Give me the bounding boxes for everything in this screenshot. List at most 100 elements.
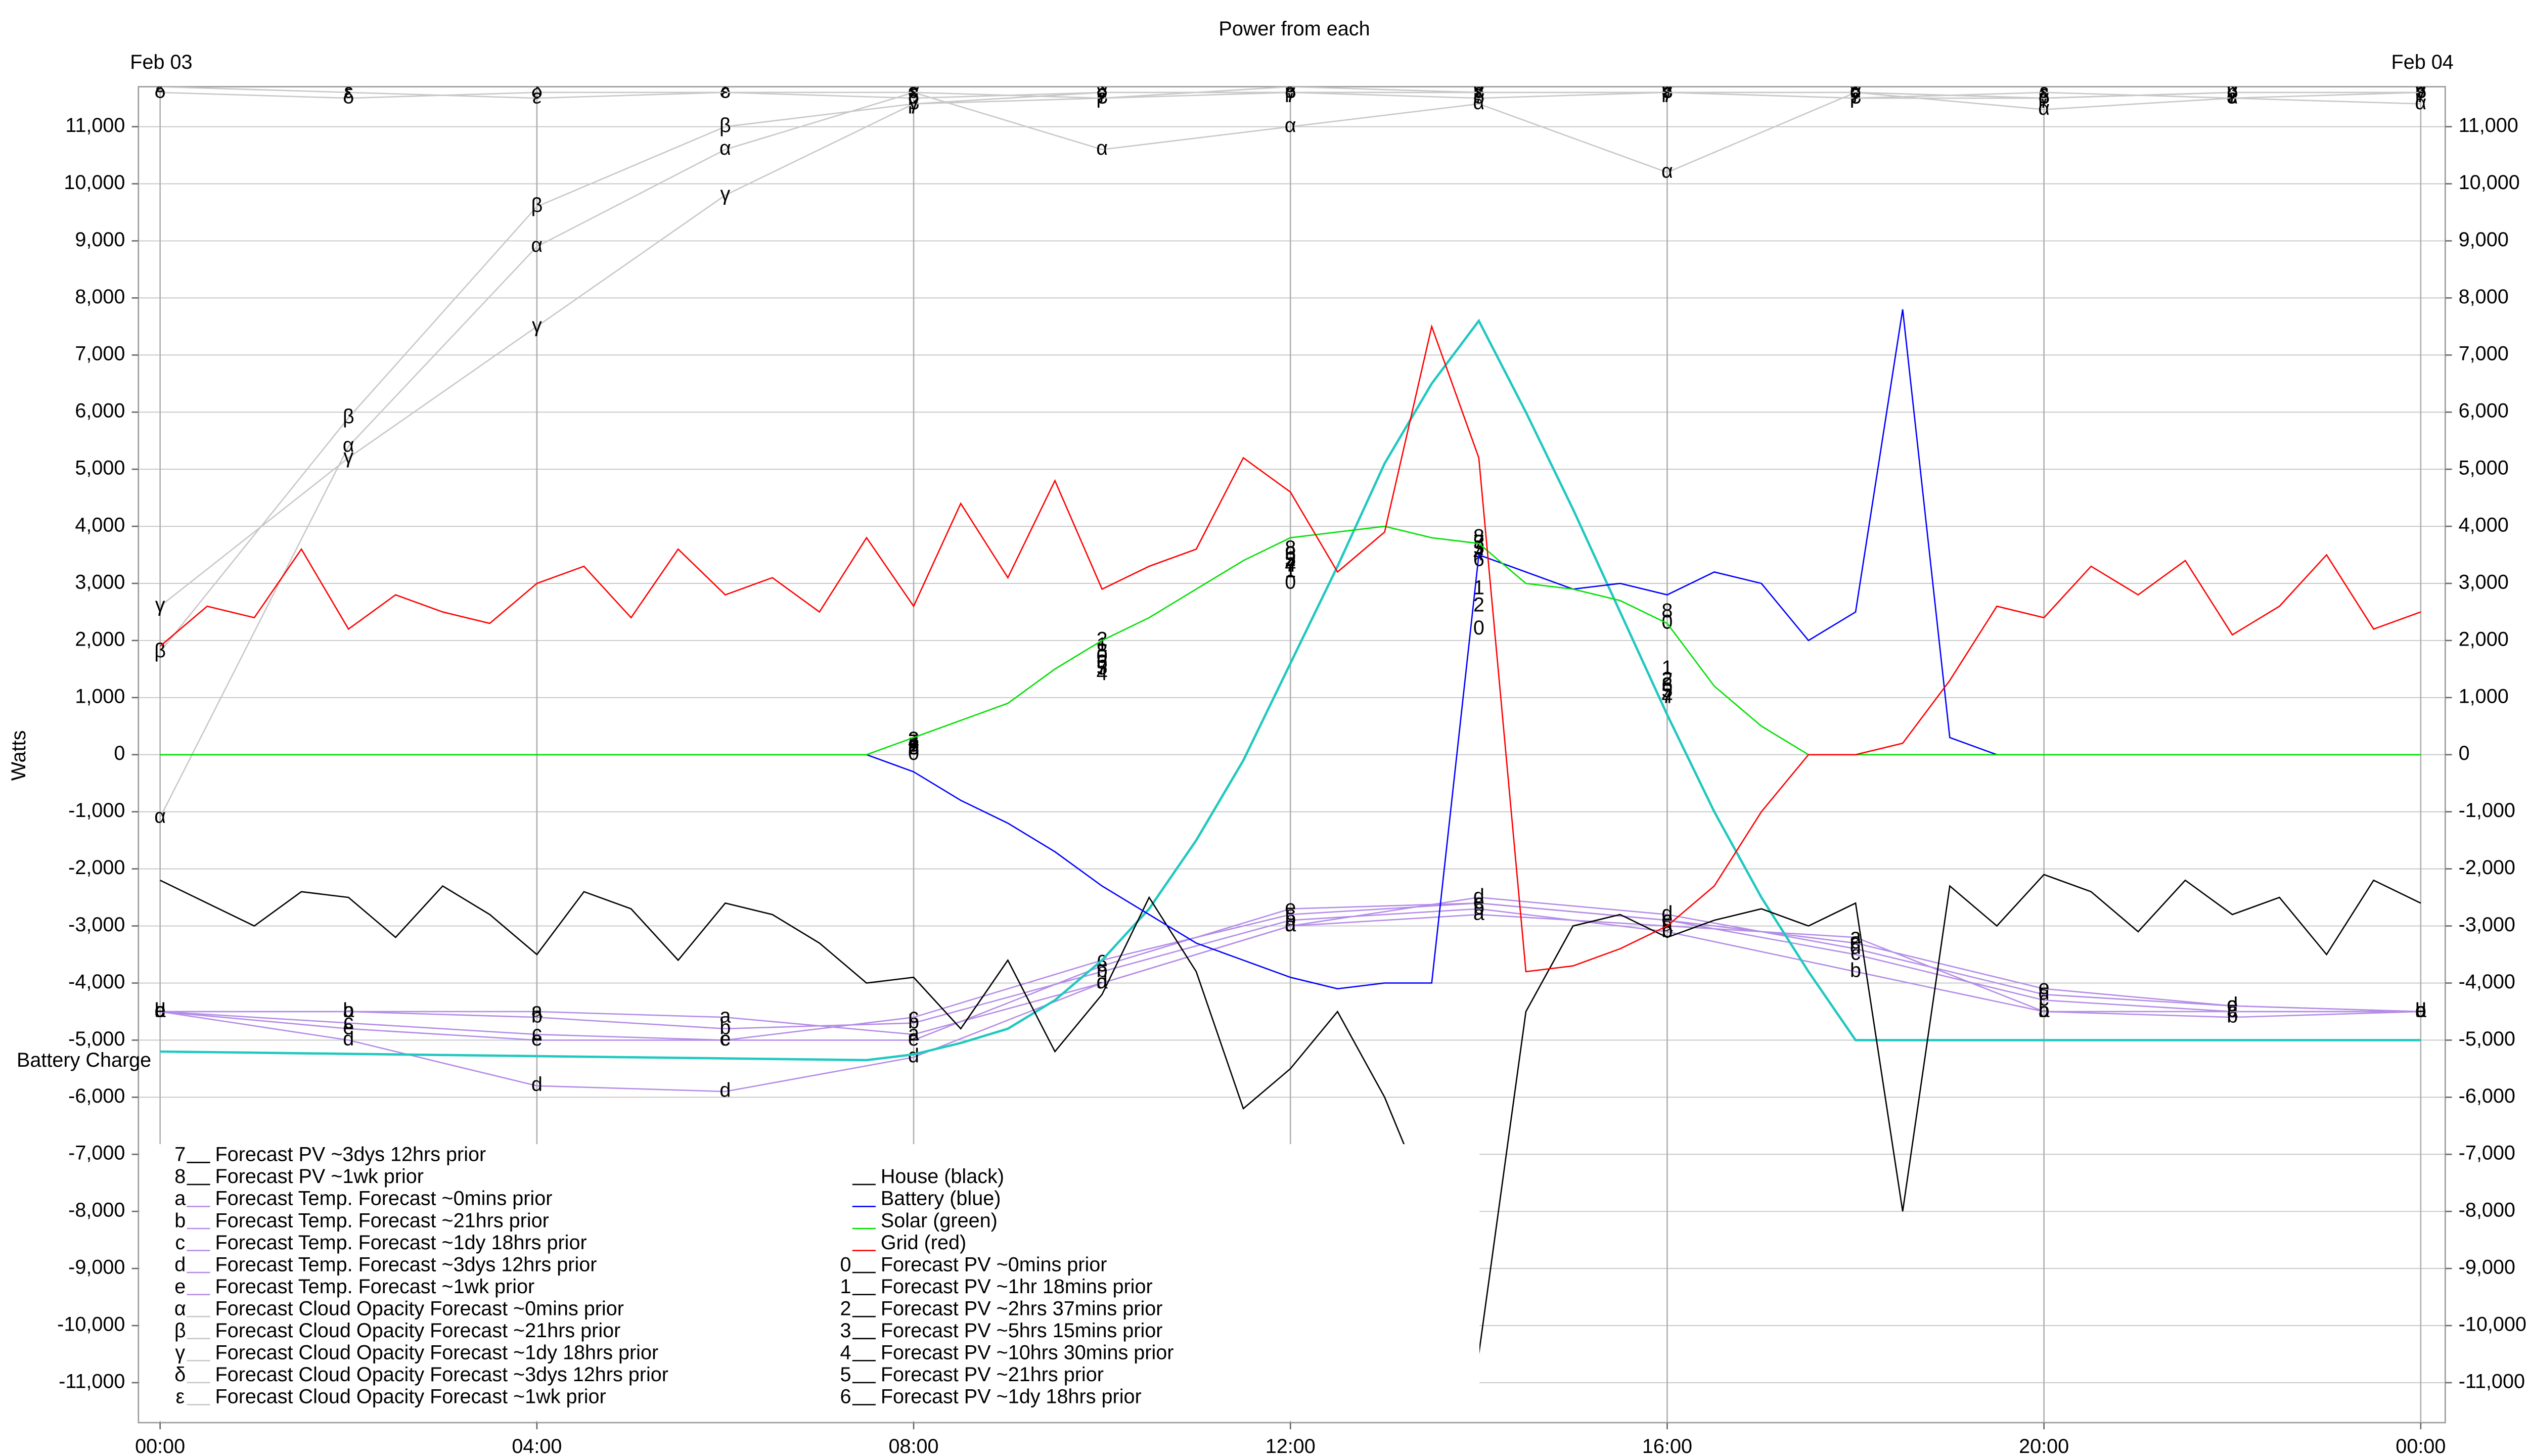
forecast-marker: d (2227, 993, 2238, 1016)
forecast-marker: 8 (1473, 525, 1484, 548)
legend-label: House (black) (881, 1165, 1004, 1188)
forecast-marker: β (154, 640, 166, 662)
forecast-marker: δ (719, 80, 731, 102)
forecast-marker: 8 (1285, 537, 1296, 559)
forecast-marker: 1 (1285, 560, 1296, 582)
y2-tick-label: 7,000 (2459, 343, 2509, 365)
forecast-marker: ε (909, 80, 918, 102)
forecast-marker: ε (2040, 80, 2049, 102)
forecast-line (160, 902, 2421, 1041)
forecast-line (159, 92, 2421, 818)
y2-tick-label: -11,000 (2459, 1370, 2525, 1392)
x-tick-label: 20:00 (2019, 1435, 2069, 1456)
y-tick-label: -1,000 (68, 799, 125, 822)
forecast-marker: b (1473, 896, 1484, 919)
legend-symbol: 4 (840, 1342, 851, 1364)
forecast-marker: 3 (1473, 531, 1484, 553)
legend-symbol: 5 (840, 1363, 851, 1386)
y2-tick-label: 2,000 (2459, 628, 2509, 650)
x-tick-label: 12:00 (1266, 1435, 1316, 1456)
forecast-line (160, 902, 2421, 1041)
forecast-marker: 2 (1661, 668, 1673, 690)
forecast-marker: b (343, 999, 354, 1021)
y2-tick-label: -4,000 (2459, 971, 2515, 993)
forecast-marker: ε (2228, 86, 2237, 108)
forecast-marker: α (1473, 92, 1484, 114)
x-tick-label: 00:00 (2396, 1435, 2446, 1456)
legend-label: Forecast Cloud Opacity Forecast ~3dys 12… (215, 1363, 668, 1386)
y2-tick-label: 4,000 (2459, 514, 2509, 536)
y-tick-label: 6,000 (75, 400, 125, 422)
forecast-marker: ε (1286, 74, 1295, 97)
y-tick-label: -9,000 (68, 1256, 125, 1279)
y-tick-label: 3,000 (75, 571, 125, 593)
forecast-marker: b (2227, 1005, 2238, 1027)
y-tick-label: 4,000 (75, 514, 125, 536)
forecast-marker: e (1473, 891, 1484, 913)
y2-tick-label: 0 (2459, 742, 2470, 764)
forecast-marker: e (155, 999, 166, 1021)
legend-symbol: ε (175, 1386, 185, 1408)
legend-label: Forecast Temp. Forecast ~1dy 18hrs prior (215, 1232, 587, 1254)
legend-symbol: a (174, 1188, 186, 1210)
forecast-marker: 7 (1097, 657, 1108, 679)
forecast-line (160, 896, 2421, 1093)
forecast-marker: 3 (1285, 542, 1296, 565)
legend-label: Forecast PV ~1wk prior (215, 1165, 424, 1188)
forecast-marker: e (343, 1016, 354, 1038)
forecast-marker: c (155, 999, 165, 1021)
forecast-marker: 7 (1285, 554, 1296, 576)
forecast-marker: d (1473, 885, 1484, 907)
y2-tick-label: 6,000 (2459, 400, 2509, 422)
legend-label: Forecast PV ~2hrs 37mins prior (881, 1297, 1163, 1320)
forecast-marker: ε (721, 80, 730, 102)
legend-label: Solar (green) (881, 1209, 998, 1232)
forecast-marker: 3 (908, 728, 919, 750)
forecast-marker: ε (1851, 86, 1860, 108)
forecast-marker: α (154, 805, 166, 827)
forecast-marker: e (1850, 931, 1861, 953)
forecast-marker: γ (532, 314, 542, 336)
legend-background (140, 1144, 1480, 1421)
forecast-marker: β (531, 194, 543, 216)
forecast-marker: c (909, 1005, 919, 1027)
forecast-line (160, 92, 2421, 99)
y-tick-label: -5,000 (68, 1028, 125, 1050)
forecast-marker: δ (1661, 80, 1673, 102)
legend-symbol: β (174, 1320, 186, 1342)
forecast-marker: 1 (1661, 657, 1673, 679)
y2-tick-label: -5,000 (2459, 1028, 2515, 1050)
forecast-marker: d (2415, 999, 2426, 1021)
forecast-marker: γ (343, 445, 353, 468)
forecast-marker: a (1661, 914, 1673, 936)
date-end: Feb 04 (2391, 51, 2454, 73)
forecast-marker: c (1285, 902, 1295, 924)
forecast-marker: β (719, 114, 731, 136)
forecast-marker: e (2415, 999, 2426, 1021)
forecast-marker: α (531, 234, 543, 256)
forecast-marker: c (2416, 999, 2426, 1021)
forecast-marker: α (1285, 114, 1296, 136)
forecast-marker: 7 (1661, 685, 1673, 707)
series-line (159, 324, 2421, 973)
legend-symbol: 6 (840, 1386, 851, 1408)
forecast-marker: d (343, 1028, 354, 1050)
forecast-marker: e (1097, 953, 1108, 976)
y2-tick-label: -10,000 (2459, 1313, 2526, 1335)
forecast-marker: 5 (1661, 679, 1673, 702)
legend-label: Forecast Temp. Forecast ~3dys 12hrs prio… (215, 1253, 597, 1276)
forecast-marker: 4 (1285, 554, 1296, 576)
legend-label: Forecast Temp. Forecast ~1wk prior (215, 1276, 535, 1298)
legend-symbol: α (174, 1297, 186, 1320)
legend-label: Forecast PV ~3dys 12hrs prior (215, 1144, 486, 1166)
forecast-marker: a (155, 999, 166, 1021)
forecast-line (160, 908, 2421, 1030)
legend-label: Forecast PV ~21hrs prior (881, 1363, 1104, 1386)
legend-symbol: γ (175, 1342, 185, 1364)
forecast-marker: ε (1098, 86, 1107, 108)
forecast-marker: ε (1663, 80, 1672, 102)
legend-label: Grid (red) (881, 1232, 966, 1254)
y2-tick-label: -9,000 (2459, 1256, 2515, 1279)
legend-label: Forecast PV ~1dy 18hrs prior (881, 1386, 1142, 1408)
x-tick-label: 04:00 (512, 1435, 562, 1456)
